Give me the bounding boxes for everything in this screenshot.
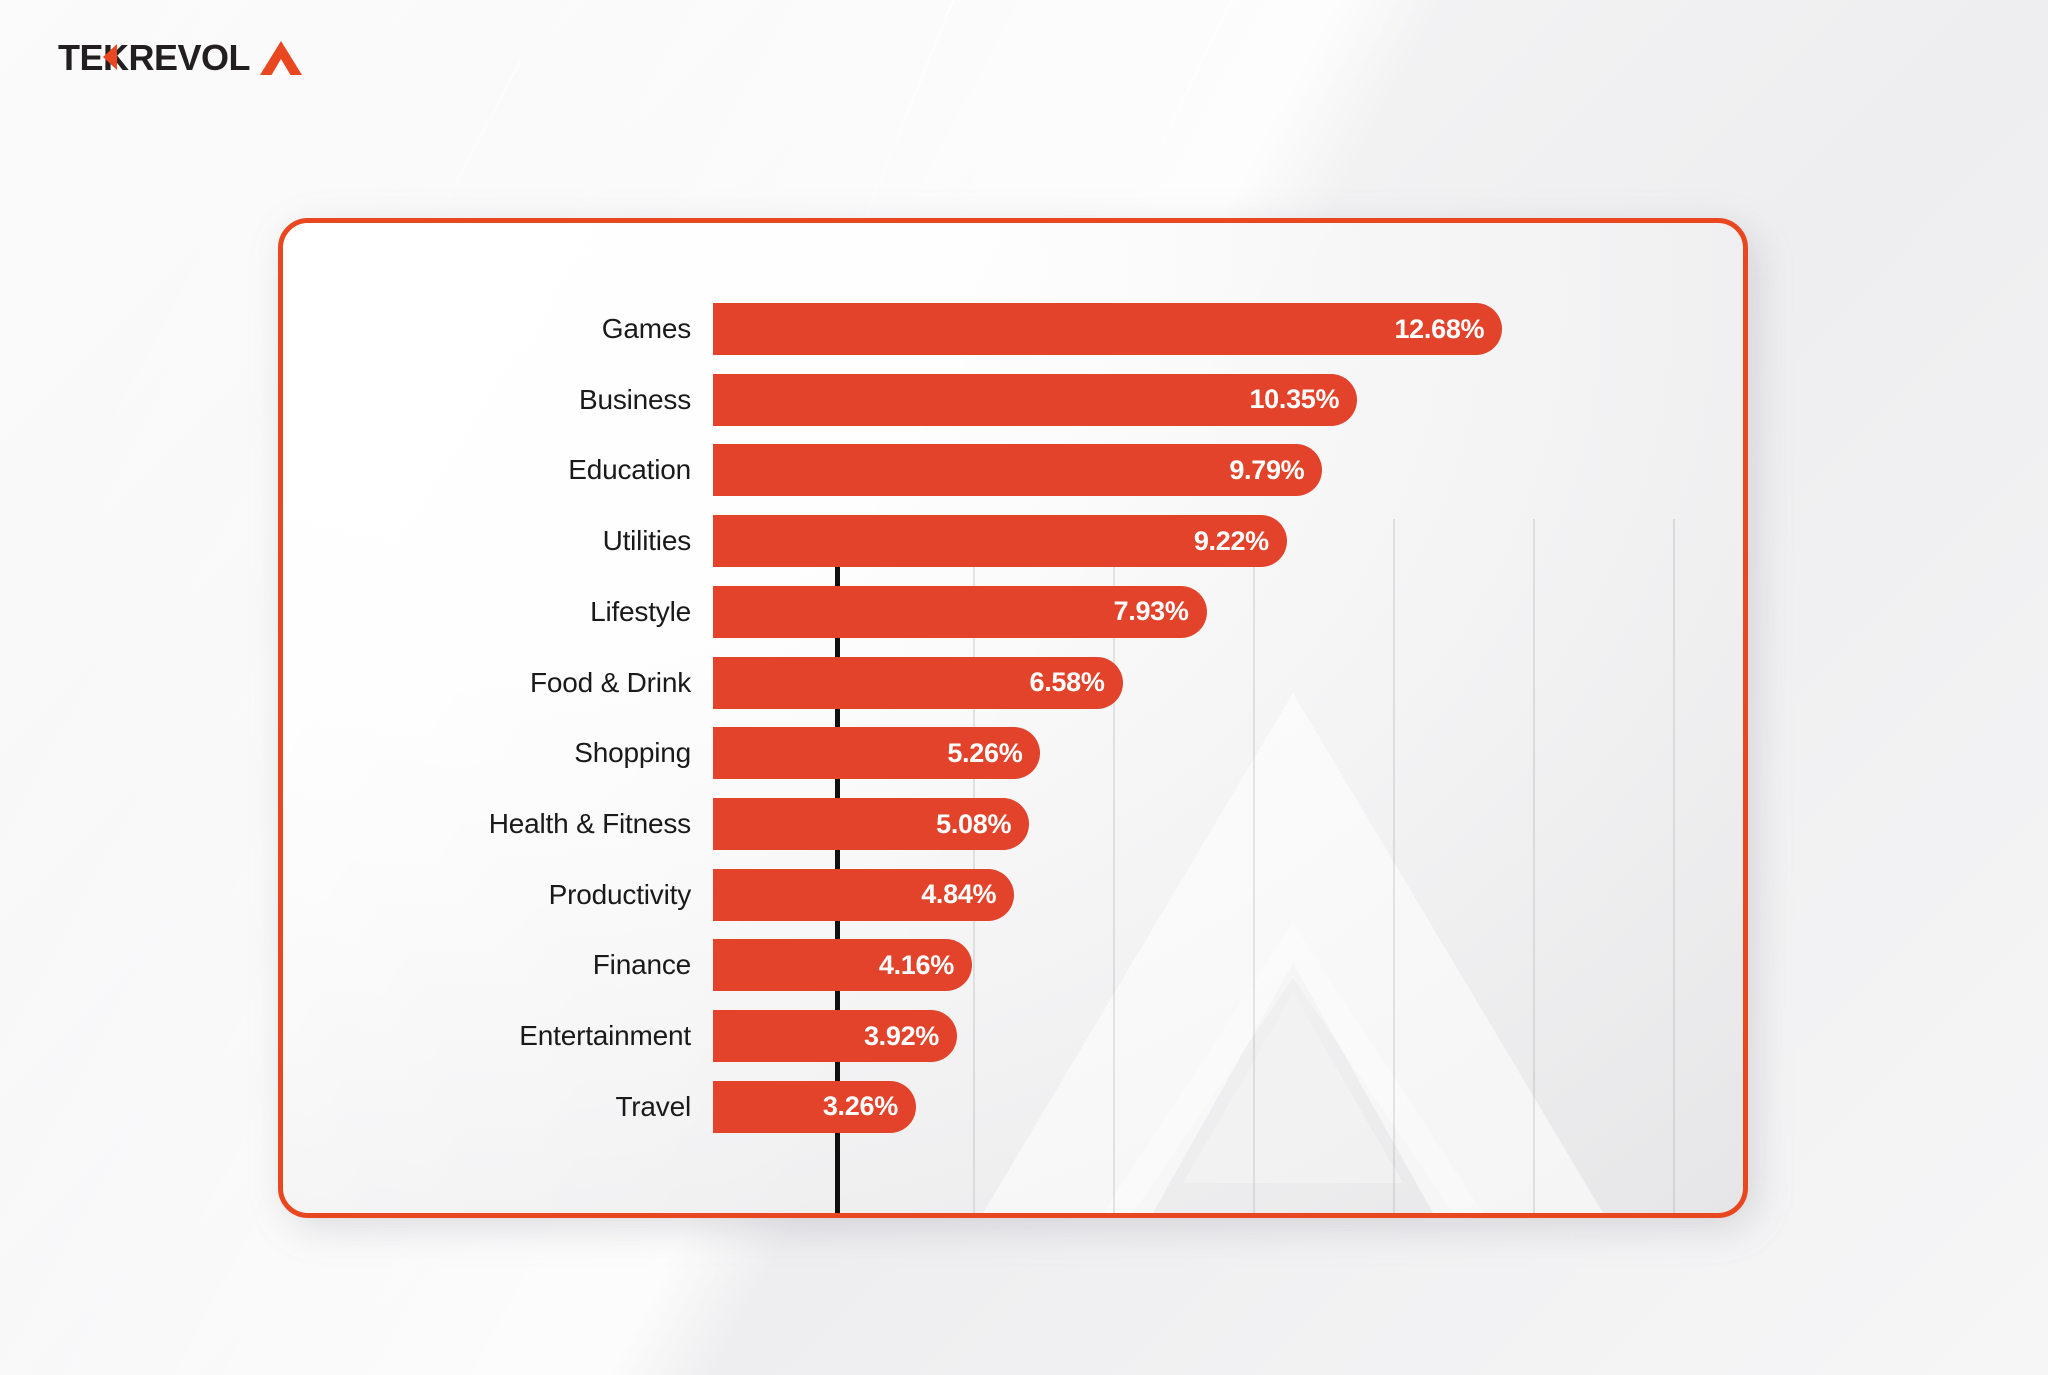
bar-row: Shopping 5.26% (403, 727, 1628, 780)
category-label: Finance (592, 949, 691, 981)
gridline (973, 519, 975, 1213)
bar[interactable]: 12.68% (713, 303, 1503, 355)
chart-card: Games 12.68% Business 10.35% Education 9.79% U… (278, 218, 1748, 1218)
bar[interactable]: 10.35% (713, 373, 1358, 426)
gridline (1533, 519, 1535, 1213)
bar-value-label: 3.92% (863, 1020, 939, 1051)
bar-row: Games 12.68% (403, 303, 1628, 355)
bar[interactable]: 9.22% (713, 515, 1287, 568)
bar-value-label: 5.08% (936, 808, 1012, 839)
bar[interactable]: 7.93% (713, 585, 1207, 638)
bar-value-label: 12.68% (1394, 313, 1485, 344)
bar-track: 9.79% (713, 444, 1628, 497)
bar-track: 6.58% (713, 656, 1628, 709)
bar-row: Finance 4.16% (403, 939, 1628, 992)
bar[interactable]: 5.08% (713, 798, 1030, 851)
bar-rows: Games 12.68% Business 10.35% Education 9.79% U… (403, 303, 1628, 1133)
category-label: Health & Fitness (488, 808, 691, 840)
background-streak (1128, 0, 1262, 211)
bar-value-label: 6.58% (1029, 667, 1105, 698)
category-label: Lifestyle (590, 595, 691, 627)
bar-row: Entertainment 3.92% (403, 1010, 1628, 1063)
category-label: Food & Drink (530, 666, 691, 698)
category-label: Utilities (602, 525, 692, 557)
bar[interactable]: 4.84% (713, 868, 1015, 921)
bar-track: 4.16% (713, 939, 1628, 992)
bar-value-label: 9.22% (1193, 525, 1269, 556)
category-label: Productivity (548, 878, 692, 910)
gridline (1113, 519, 1115, 1213)
bar[interactable]: 5.26% (713, 727, 1041, 780)
category-label: Entertainment (519, 1020, 691, 1052)
bar-row: Education 9.79% (403, 444, 1628, 497)
bar-track: 4.84% (713, 868, 1628, 921)
bar-value-label: 9.79% (1229, 454, 1305, 485)
category-label: Education (568, 454, 691, 486)
bar-track: 5.08% (713, 798, 1628, 851)
bar-track: 9.22% (713, 515, 1628, 568)
y-axis-line (835, 519, 840, 1213)
gridline (1393, 519, 1395, 1213)
gridline (1253, 519, 1255, 1213)
bar-row: Travel 3.26% (403, 1080, 1628, 1133)
plot-area: Games 12.68% Business 10.35% Education 9.79% U… (283, 223, 1743, 1213)
bar-value-label: 7.93% (1113, 596, 1189, 627)
tekrevol-logo: TEKREVOL (58, 37, 303, 78)
bar-track: 12.68% (713, 303, 1628, 355)
gridline (1673, 519, 1675, 1213)
bar-row: Business 10.35% (403, 373, 1628, 426)
bar[interactable]: 3.26% (713, 1080, 916, 1133)
category-label: Shopping (574, 737, 691, 769)
bar[interactable]: 9.79% (713, 444, 1323, 497)
bar-value-label: 4.84% (921, 879, 997, 910)
bar-track: 10.35% (713, 373, 1628, 426)
triangle-arrow-mark-icon (260, 41, 303, 75)
bar-row: Food & Drink 6.58% (403, 656, 1628, 709)
bar-track: 3.26% (713, 1080, 1628, 1133)
logo-wordmark: TEKREVOL (58, 37, 251, 78)
bar[interactable]: 4.16% (713, 939, 972, 992)
bar-value-label: 4.16% (878, 949, 954, 980)
bar-value-label: 3.26% (822, 1091, 898, 1122)
logo-arrow-accent-icon (103, 44, 117, 70)
category-label: Travel (615, 1090, 691, 1122)
bar-track: 5.26% (713, 727, 1628, 780)
bar-value-label: 5.26% (947, 737, 1023, 768)
bar-value-label: 10.35% (1249, 384, 1340, 415)
bar-row: Lifestyle 7.93% (403, 585, 1628, 638)
bar[interactable]: 3.92% (713, 1010, 957, 1063)
bar-track: 3.92% (713, 1010, 1628, 1063)
category-label: Games (601, 313, 691, 344)
bar-track: 7.93% (713, 585, 1628, 638)
bar-row: Productivity 4.84% (403, 868, 1628, 921)
bar-row: Utilities 9.22% (403, 515, 1628, 568)
bar-row: Health & Fitness 5.08% (403, 798, 1628, 851)
category-label: Business (578, 383, 691, 415)
bar[interactable]: 6.58% (713, 656, 1123, 709)
